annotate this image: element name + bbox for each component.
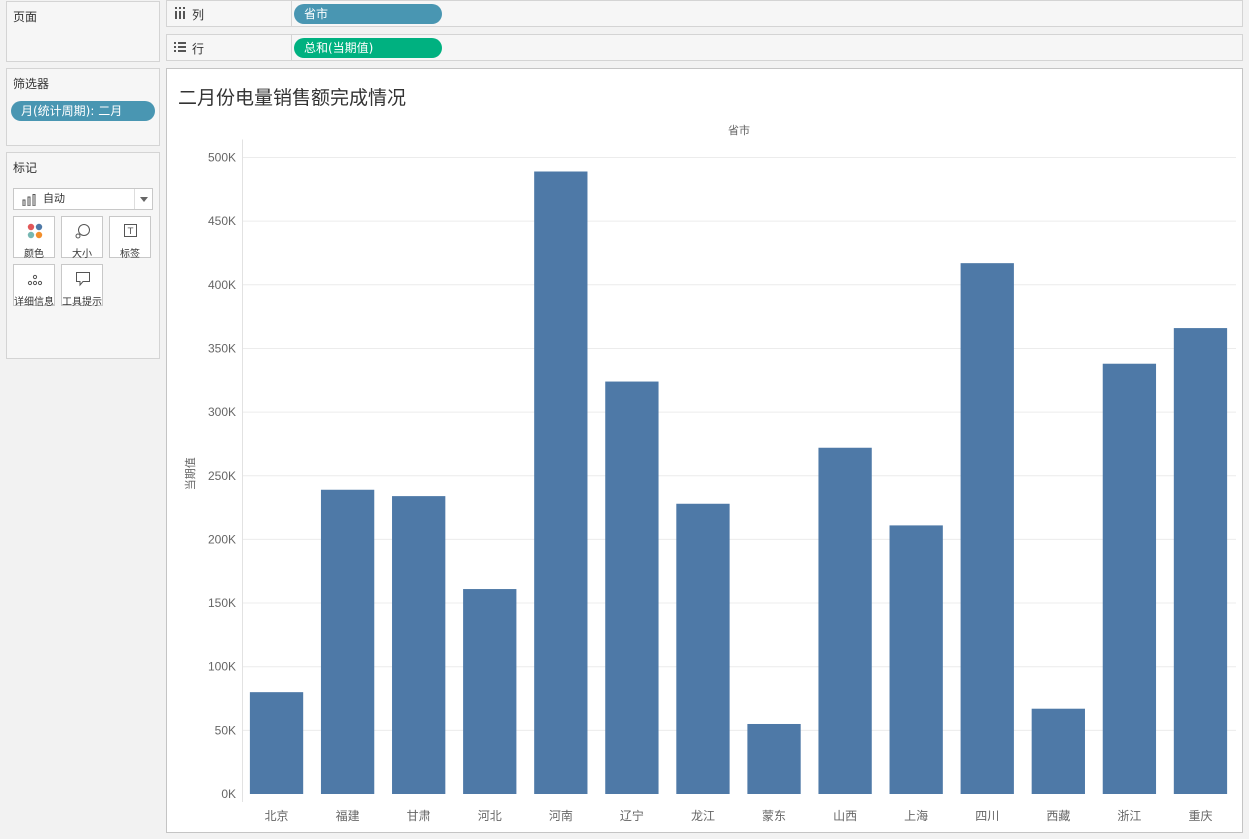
size-button[interactable]: 大小: [61, 216, 103, 260]
shelf-divider: [291, 35, 292, 60]
y-tick-label: 0K: [221, 787, 236, 801]
x-tick-label: 北京: [265, 809, 289, 823]
rows-icon: [174, 42, 186, 52]
bar: [320, 489, 375, 794]
bar: [463, 589, 517, 794]
label-button-label: 标签: [120, 249, 140, 260]
bar: [960, 263, 1014, 794]
bar-chart-icon: [22, 194, 36, 206]
bar: [747, 723, 801, 794]
x-tick-label: 福建: [336, 808, 360, 823]
size-button-label: 大小: [72, 249, 92, 260]
x-tick-label: 西藏: [1046, 809, 1070, 823]
bar: [605, 381, 659, 794]
filter-pill-month[interactable]: 月(统计周期): 二月: [11, 101, 155, 121]
bar: [676, 503, 730, 794]
bar: [889, 525, 943, 794]
x-tick-label: 龙江: [691, 809, 715, 823]
detail-icon: [27, 274, 43, 286]
label-icon: T: [124, 224, 137, 237]
rows-pill-sum-current[interactable]: 总和(当期值): [294, 38, 442, 58]
rows-shelf-label: 行: [192, 42, 205, 56]
x-tick-label: 四川: [975, 809, 999, 823]
chart-view[interactable]: 二月份电量销售额完成情况 0K 50K 100K 150K 200K 250K 300K 35…: [166, 68, 1243, 833]
bar: [1102, 363, 1157, 794]
y-tick-label: 300K: [208, 405, 236, 419]
marks-panel-title: 标记: [13, 161, 38, 175]
x-tick-label: 河南: [549, 808, 573, 823]
y-tick-label: 500K: [208, 151, 236, 165]
pages-panel[interactable]: 页面: [6, 1, 160, 62]
rows-shelf[interactable]: 行 总和(当期值): [166, 34, 1243, 61]
x-tick-label: 甘肃: [407, 809, 431, 823]
tooltip-icon: [76, 272, 90, 287]
detail-button[interactable]: 详细信息: [13, 264, 55, 308]
marks-panel: 标记 自动 颜色 大小 T 标签: [6, 152, 160, 359]
y-tick-label: 50K: [215, 723, 236, 737]
columns-pill-province[interactable]: 省市: [294, 4, 442, 24]
x-tick-label: 辽宁: [620, 808, 644, 823]
columns-icon: [175, 7, 185, 19]
bar: [392, 496, 446, 794]
x-tick-label: 浙江: [1117, 809, 1141, 823]
y-axis-title: 当期值: [183, 457, 197, 490]
pages-panel-title: 页面: [13, 10, 38, 24]
bar: [818, 447, 872, 794]
x-tick-label: 上海: [904, 808, 928, 823]
bar-chart: 0K 50K 100K 150K 200K 250K 300K 350K 400K 450K 500…: [183, 123, 1236, 823]
filters-panel[interactable]: 筛选器 月(统计周期): 二月: [6, 68, 160, 146]
svg-text:T: T: [127, 227, 134, 237]
color-icon: [27, 223, 43, 239]
y-tick-label: 100K: [208, 660, 236, 674]
y-tick-label: 200K: [208, 532, 236, 546]
bar: [249, 692, 304, 794]
chevron-down-icon[interactable]: [134, 189, 152, 209]
label-button[interactable]: T 标签: [109, 216, 151, 260]
size-icon: [75, 224, 90, 239]
view-title: 二月份电量销售额完成情况: [178, 87, 407, 109]
y-tick-label: 250K: [208, 469, 236, 483]
y-tick-label: 350K: [208, 341, 236, 355]
color-button[interactable]: 颜色: [13, 216, 55, 260]
x-tick-label: 重庆: [1188, 809, 1212, 823]
color-button-label: 颜色: [24, 249, 44, 260]
y-tick-label: 400K: [208, 278, 236, 292]
shelf-divider: [291, 1, 292, 26]
x-tick-label: 蒙东: [762, 809, 786, 823]
x-axis-header: 省市: [728, 123, 750, 137]
tooltip-button[interactable]: 工具提示: [61, 264, 103, 308]
x-tick-label: 河北: [478, 809, 502, 823]
tooltip-button-label: 工具提示: [62, 297, 102, 308]
bar: [534, 171, 588, 794]
x-tick-label: 山西: [833, 809, 857, 823]
columns-shelf[interactable]: 列 省市: [166, 0, 1243, 27]
mark-type-label: 自动: [43, 192, 65, 205]
columns-shelf-label: 列: [192, 8, 205, 22]
mark-type-dropdown[interactable]: 自动: [13, 188, 153, 210]
bar: [1031, 708, 1085, 794]
detail-button-label: 详细信息: [14, 297, 54, 308]
y-tick-label: 450K: [208, 214, 236, 228]
y-tick-label: 150K: [208, 596, 236, 610]
filters-panel-title: 筛选器: [13, 77, 50, 91]
bar: [1173, 328, 1228, 794]
